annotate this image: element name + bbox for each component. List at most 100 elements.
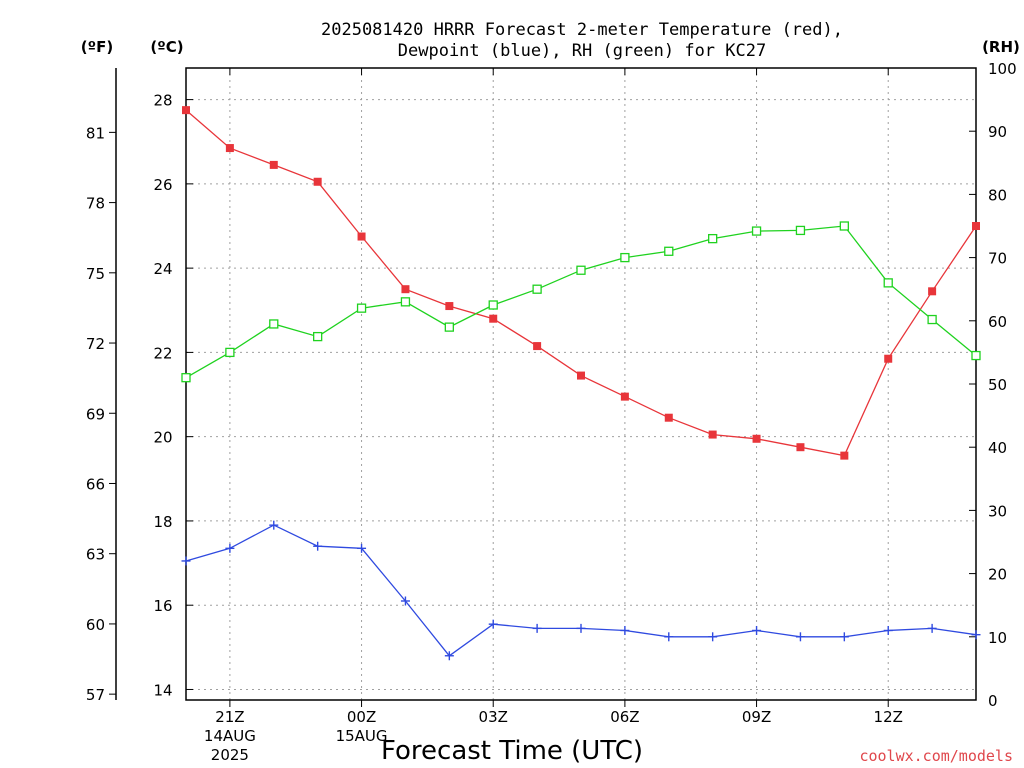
chart-title-line-1: 2025081420 HRRR Forecast 2-meter Tempera… [321,20,843,40]
fahrenheit-unit-label: (ºF) [81,38,113,56]
x-tick-label: 06Z [610,708,639,726]
rh-point [751,226,762,236]
temperature-point [269,160,278,169]
rh-tick-label: 20 [988,566,1007,584]
rh-point [400,297,411,307]
rh-tick-label: 10 [988,629,1007,647]
celsius-tick-label: 14 [153,681,172,699]
fahrenheit-tick-label: 69 [86,405,105,423]
plot-frame [185,67,977,701]
dewpoint-point [971,630,981,640]
fahrenheit-tick-label: 78 [86,195,105,213]
temperature-point [577,371,585,380]
grid-lines [186,68,976,700]
rh-tick-label: 30 [988,502,1007,520]
celsius-tick-label: 16 [153,597,172,615]
fahrenheit-tick-label: 75 [86,265,105,283]
dewpoint-point [225,543,235,553]
fahrenheit-tick-label: 66 [86,475,105,493]
temperature-point [928,287,937,296]
dewpoint-point [795,632,805,642]
dewpoint-point [664,632,674,642]
rh-tick-label: 40 [988,439,1007,457]
rh-point [488,300,498,310]
temperature-point [445,302,454,311]
dewpoint-point [708,632,718,642]
x-tick-label: 15AUG [336,727,388,745]
dewpoint-point [839,632,849,642]
rh-point [225,347,235,358]
dewpoint-point [444,651,454,661]
temperature-point [752,434,761,443]
celsius-tick-label: 26 [153,176,172,194]
dewpoint-point [620,625,630,635]
x-tick-label: 03Z [479,708,508,726]
rh-line [185,225,977,379]
temperature-point [972,222,980,230]
temperature-point [313,177,322,186]
rh-tick-label: 60 [988,313,1007,331]
rh-tick-label: 70 [988,250,1007,268]
rh-point [269,319,279,329]
rh-point [576,265,586,275]
x-tick-label: 12Z [874,708,903,726]
temperature-point [225,144,234,153]
x-tick-label: 2025 [211,746,249,764]
rh-tick-label: 0 [988,692,998,710]
rh-point [620,252,630,263]
temperature-point [357,232,366,241]
celsius-tick-label: 22 [153,344,172,362]
rh-point [971,350,981,361]
dewpoint-point [181,556,191,566]
rh-point [532,284,542,294]
fahrenheit-tick-label: 63 [86,546,105,564]
dewpoint-point [313,541,323,551]
x-tick-label: 09Z [742,708,771,726]
fahrenheit-tick-label: 57 [86,686,105,704]
temperature-point [796,443,805,452]
dewpoint-line [185,524,977,657]
celsius-tick-label: 24 [153,260,172,278]
credit-text: coolwx.com/models [859,747,1013,765]
rh-tick-label: 100 [988,60,1017,78]
temperature-point [489,314,498,323]
rh-point [883,278,893,288]
x-axis-label: Forecast Time (UTC) [381,736,643,766]
dewpoint-point [269,520,279,530]
temperature-point [708,430,717,439]
rh-point [444,322,454,332]
dewpoint-point [357,543,367,553]
rh-point [356,303,367,313]
rh-point [708,233,718,244]
fahrenheit-tick-label: 60 [86,616,105,634]
temperature-point [182,106,190,115]
data-series [181,106,981,661]
dewpoint-point [576,623,586,633]
temperature-point [840,451,849,460]
temperature-point [533,342,542,351]
rh-point [927,314,937,325]
fahrenheit-tick-label: 72 [86,335,105,353]
dewpoint-point [532,623,542,633]
x-tick-label: 00Z [347,708,376,726]
x-tick-label: 14AUG [204,727,256,745]
rh-point [795,225,806,236]
temperature-point [401,285,410,294]
chart-title-line-2: Dewpoint (blue), RH (green) for KC27 [398,41,766,61]
dewpoint-point [400,596,410,606]
temperature-point [664,413,673,422]
celsius-tick-label: 28 [153,92,172,110]
rh-point [839,221,849,231]
rh-tick-label: 50 [988,376,1007,394]
rh-tick-label: 90 [988,123,1007,141]
x-tick-label: 21Z [215,708,244,726]
celsius-tick-label: 18 [153,513,172,531]
celsius-tick-label: 20 [153,429,172,447]
temperature-point [620,392,629,401]
temperature-line [185,109,977,457]
celsius-unit-label: (ºC) [150,38,183,56]
rh-point [664,246,674,256]
rh-point [313,331,323,342]
rh-point [181,373,191,383]
